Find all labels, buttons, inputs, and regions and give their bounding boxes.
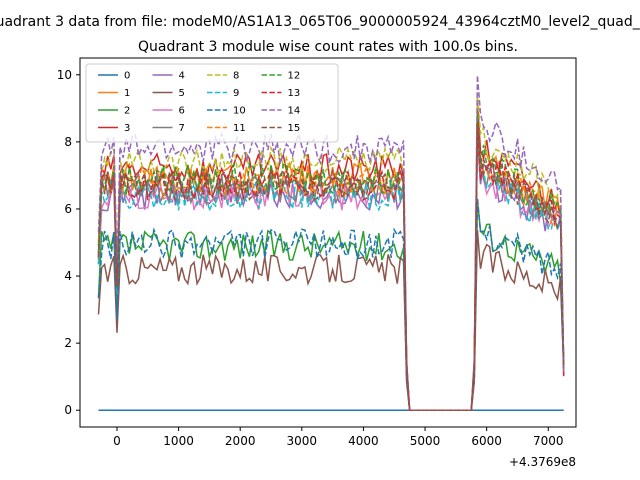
chart-suptitle: Plot of Quadrant 3 data from file: modeM… <box>0 14 640 30</box>
chart-title: Quadrant 3 module wise count rates with … <box>138 39 518 55</box>
legend-label-9: 9 <box>233 88 239 99</box>
y-tick-label: 10 <box>57 68 72 82</box>
series-line-14 <box>97 75 565 411</box>
x-tick-label: 7000 <box>533 434 564 448</box>
legend-box <box>85 63 339 143</box>
x-tick-label: 5000 <box>410 434 441 448</box>
legend-label-13: 13 <box>288 88 301 99</box>
y-tick-label: 6 <box>64 202 72 216</box>
legend-label-1: 1 <box>124 88 130 99</box>
x-tick-label: 2000 <box>225 434 256 448</box>
series-layer <box>97 75 565 411</box>
y-tick-label: 8 <box>64 135 72 149</box>
x-tick-label: 3000 <box>287 434 318 448</box>
series-line-15 <box>97 122 565 411</box>
legend-label-8: 8 <box>233 71 239 82</box>
series-line-9 <box>97 135 565 411</box>
legend-label-14: 14 <box>288 106 301 117</box>
legend-label-7: 7 <box>179 123 185 134</box>
y-tick-label: 4 <box>64 269 72 283</box>
plot-frame <box>79 57 577 428</box>
legend-label-12: 12 <box>288 71 301 82</box>
series-line-10 <box>97 197 565 411</box>
x-tick-label: 0 <box>113 434 121 448</box>
y-tick-label: 0 <box>64 403 72 417</box>
x-offset-label: +4.3769e8 <box>509 455 576 469</box>
series-line-12 <box>97 113 565 411</box>
legend-label-15: 15 <box>288 123 301 134</box>
legend-label-5: 5 <box>179 88 185 99</box>
x-tick-label: 4000 <box>348 434 379 448</box>
legend-label-4: 4 <box>179 71 185 82</box>
legend-label-0: 0 <box>124 71 130 82</box>
series-line-8 <box>97 92 565 411</box>
legend-label-3: 3 <box>124 123 130 134</box>
x-tick-label: 1000 <box>163 434 194 448</box>
y-tick-label: 2 <box>64 336 72 350</box>
legend-label-11: 11 <box>233 123 246 134</box>
x-tick-label: 6000 <box>471 434 502 448</box>
legend-label-10: 10 <box>233 106 246 117</box>
legend-label-6: 6 <box>179 106 185 117</box>
series-line-5 <box>97 229 565 411</box>
legend-label-2: 2 <box>124 106 130 117</box>
